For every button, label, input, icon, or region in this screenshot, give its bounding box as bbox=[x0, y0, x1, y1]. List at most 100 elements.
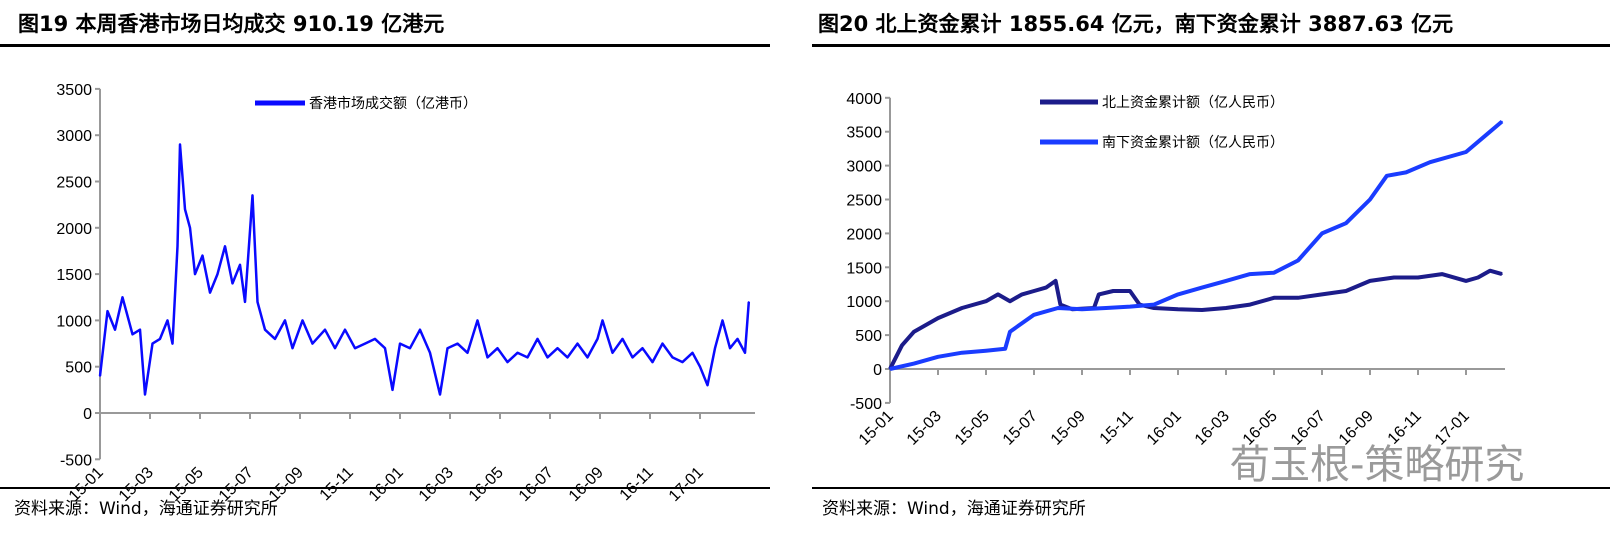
data-point bbox=[476, 319, 479, 322]
legend-label: 南下资金累计额（亿人民币） bbox=[1102, 135, 1284, 151]
x-tick-label: 15-01 bbox=[856, 408, 897, 449]
data-point bbox=[121, 296, 124, 299]
data-point bbox=[1501, 273, 1503, 275]
data-point bbox=[344, 328, 346, 331]
data-point bbox=[384, 347, 386, 349]
data-point bbox=[556, 347, 559, 349]
y-tick-label: 2000 bbox=[846, 226, 882, 243]
data-point bbox=[1386, 174, 1388, 177]
data-point bbox=[496, 347, 499, 349]
data-point bbox=[691, 352, 694, 354]
data-point bbox=[1465, 151, 1467, 153]
data-point bbox=[1249, 303, 1251, 306]
y-tick-label: 3000 bbox=[846, 159, 882, 176]
data-point bbox=[399, 342, 401, 345]
series-line-1 bbox=[98, 143, 751, 396]
data-point bbox=[1201, 309, 1203, 311]
y-tick-label: 2500 bbox=[846, 193, 882, 210]
data-point bbox=[961, 307, 963, 309]
data-point bbox=[1021, 293, 1023, 296]
data-point bbox=[409, 347, 411, 349]
data-point bbox=[1177, 293, 1179, 296]
data-point bbox=[1081, 308, 1083, 311]
data-point bbox=[419, 328, 421, 331]
data-point bbox=[1225, 280, 1227, 282]
data-point bbox=[1405, 171, 1407, 174]
data-point bbox=[189, 227, 191, 229]
data-point bbox=[744, 352, 746, 354]
data-point bbox=[184, 208, 186, 211]
data-point bbox=[231, 282, 234, 285]
y-tick-label: 4000 bbox=[846, 91, 882, 108]
title-rule-right bbox=[812, 44, 1610, 47]
x-tick-label: 15-03 bbox=[116, 464, 157, 505]
source-rule-left bbox=[0, 487, 770, 489]
data-point bbox=[1033, 313, 1035, 316]
data-point bbox=[166, 319, 169, 322]
data-point bbox=[641, 347, 644, 349]
data-point bbox=[466, 352, 469, 354]
x-tick-label: 15-05 bbox=[952, 408, 993, 449]
data-point bbox=[546, 356, 549, 359]
data-point bbox=[486, 356, 489, 359]
x-tick-label: 15-07 bbox=[1000, 408, 1041, 449]
chart-title-left: 图19 本周香港市场日均成交 910.19 亿港元 bbox=[18, 12, 445, 36]
data-point bbox=[937, 355, 939, 358]
data-point bbox=[1057, 307, 1059, 309]
data-point bbox=[566, 356, 569, 359]
data-point bbox=[301, 319, 304, 322]
x-tick-label: 15-07 bbox=[216, 464, 257, 505]
data-point bbox=[1112, 290, 1114, 292]
data-point bbox=[1004, 347, 1006, 350]
data-point bbox=[1273, 271, 1275, 274]
data-point bbox=[621, 338, 624, 340]
x-tick-label: 16-11 bbox=[617, 464, 657, 504]
data-point bbox=[1225, 307, 1227, 309]
data-point bbox=[985, 300, 987, 303]
data-point bbox=[736, 338, 739, 340]
data-point bbox=[324, 328, 326, 331]
data-point bbox=[651, 361, 654, 363]
data-point bbox=[114, 328, 116, 331]
data-point bbox=[1098, 293, 1100, 296]
data-point bbox=[1321, 293, 1323, 296]
data-point bbox=[256, 301, 259, 303]
y-tick-label: -500 bbox=[60, 452, 92, 469]
x-tick-label: 15-05 bbox=[166, 464, 207, 505]
data-point bbox=[1297, 297, 1299, 299]
data-point bbox=[159, 338, 161, 340]
data-point bbox=[274, 338, 276, 340]
data-point bbox=[1477, 276, 1479, 279]
y-tick-label: 1000 bbox=[56, 313, 92, 330]
data-point bbox=[264, 328, 266, 331]
data-point bbox=[985, 349, 987, 352]
x-tick-label: 16-07 bbox=[516, 464, 557, 505]
x-tick-label: 15-03 bbox=[904, 408, 945, 449]
data-point bbox=[937, 317, 939, 319]
data-point bbox=[131, 333, 134, 336]
x-tick-label: 16-03 bbox=[1192, 408, 1233, 449]
data-point bbox=[334, 347, 336, 349]
data-point bbox=[239, 264, 241, 266]
data-point bbox=[1045, 286, 1047, 289]
data-point bbox=[1105, 307, 1107, 309]
data-point bbox=[194, 273, 196, 275]
data-point bbox=[144, 393, 146, 396]
x-tick-label: 15-09 bbox=[266, 464, 307, 505]
data-point bbox=[251, 194, 254, 197]
data-point bbox=[714, 347, 716, 349]
data-point bbox=[151, 342, 154, 345]
x-tick-label: 15-11 bbox=[1097, 408, 1137, 448]
data-point bbox=[106, 310, 109, 312]
data-point bbox=[1153, 307, 1155, 309]
data-point bbox=[1501, 120, 1503, 123]
data-point bbox=[601, 319, 604, 322]
data-point bbox=[1345, 222, 1347, 225]
data-point bbox=[671, 356, 674, 359]
series-line-2 bbox=[889, 119, 1504, 371]
source-rule-right bbox=[812, 487, 1610, 489]
y-tick-label: 2000 bbox=[56, 221, 92, 238]
data-point bbox=[1489, 130, 1491, 133]
data-point bbox=[1297, 259, 1299, 262]
data-point bbox=[284, 319, 286, 322]
